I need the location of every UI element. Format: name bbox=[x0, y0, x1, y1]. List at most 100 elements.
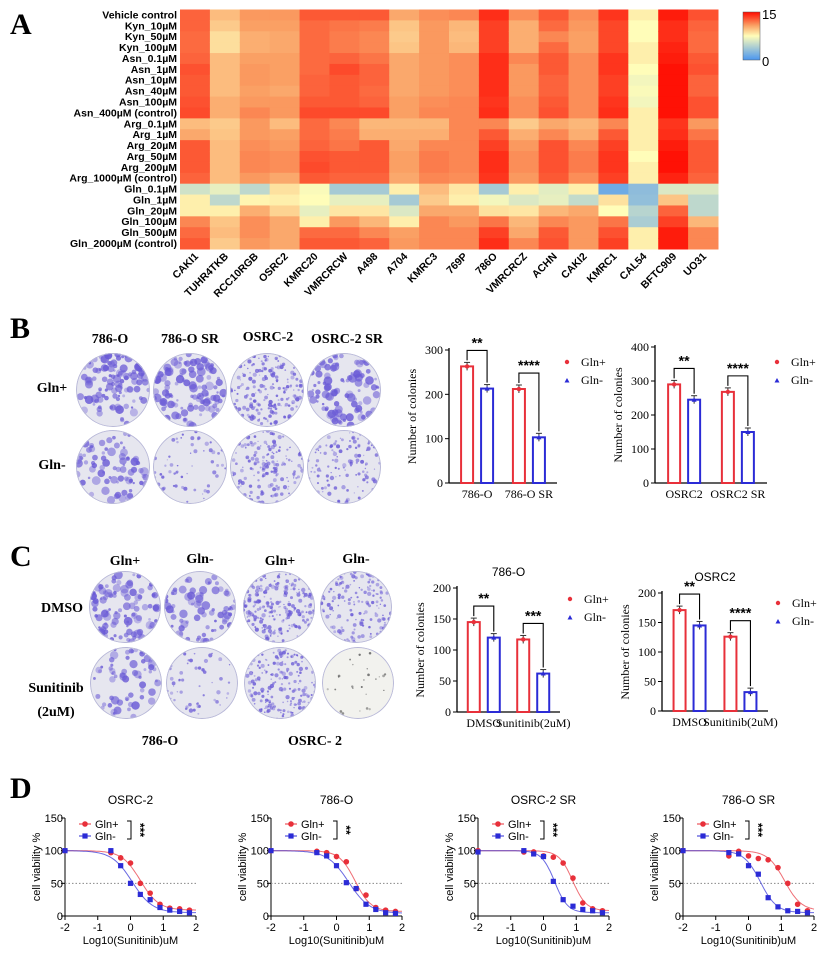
heatmap-cell bbox=[508, 216, 540, 228]
heatmap-cell bbox=[658, 74, 689, 87]
colony bbox=[278, 651, 283, 656]
colony bbox=[101, 393, 106, 398]
colony bbox=[276, 661, 280, 666]
data-point bbox=[373, 906, 379, 913]
colony bbox=[267, 703, 272, 708]
heatmap-cell bbox=[389, 107, 420, 119]
plate-rim bbox=[320, 571, 392, 643]
colony bbox=[178, 361, 181, 365]
colony bbox=[297, 388, 300, 392]
heatmap-row-label: Gln_20µM bbox=[127, 205, 177, 217]
colony bbox=[299, 466, 303, 470]
heatmap-cell bbox=[449, 216, 480, 228]
colony bbox=[293, 578, 297, 583]
colony bbox=[291, 402, 294, 405]
colony bbox=[258, 374, 261, 376]
colony bbox=[184, 578, 189, 583]
colony bbox=[358, 587, 361, 589]
colony bbox=[183, 379, 191, 387]
data-point bbox=[471, 619, 476, 625]
y-tick-label: 150 bbox=[458, 813, 476, 825]
colony bbox=[279, 576, 281, 579]
heatmap-cell bbox=[329, 227, 360, 239]
colony bbox=[302, 619, 305, 622]
colony bbox=[278, 573, 281, 576]
colony bbox=[261, 465, 267, 470]
colony bbox=[263, 628, 266, 631]
colony bbox=[320, 486, 324, 490]
colony bbox=[353, 397, 357, 401]
heatmap-cell bbox=[329, 216, 360, 228]
y-tick-label: 50 bbox=[464, 878, 476, 890]
plate-rim bbox=[153, 430, 227, 504]
colony bbox=[358, 611, 362, 615]
colony bbox=[283, 605, 287, 610]
colony bbox=[303, 685, 308, 690]
colony bbox=[333, 630, 337, 634]
heatmap-cell bbox=[598, 161, 629, 174]
heatmap-cell bbox=[359, 183, 390, 196]
heatmap-cell bbox=[389, 194, 420, 206]
data-point bbox=[521, 848, 527, 854]
y-tick-label: 100 bbox=[251, 846, 269, 858]
colony bbox=[97, 405, 102, 410]
heatmap-cell bbox=[538, 63, 570, 76]
x-tick-label: 1 bbox=[366, 922, 372, 934]
colony bbox=[298, 698, 302, 703]
heatmap-row-label: Arg_1µM bbox=[132, 129, 177, 141]
colony bbox=[242, 466, 244, 468]
colony bbox=[257, 691, 261, 696]
plate-rim bbox=[166, 647, 238, 719]
colony bbox=[246, 616, 249, 618]
colony bbox=[333, 450, 335, 453]
colony bbox=[107, 365, 115, 373]
heatmap-cell bbox=[389, 31, 420, 43]
colony bbox=[296, 591, 298, 594]
colony bbox=[286, 710, 290, 714]
bar bbox=[667, 383, 682, 484]
colony bbox=[265, 358, 269, 362]
colony bbox=[257, 440, 259, 443]
colony bbox=[138, 587, 145, 594]
heatmap-cell bbox=[508, 161, 540, 174]
panel-label-d: D bbox=[10, 772, 32, 805]
plate-rim bbox=[307, 353, 381, 427]
colony bbox=[219, 388, 227, 398]
colony bbox=[290, 588, 292, 590]
colony bbox=[368, 604, 372, 608]
colony bbox=[355, 405, 363, 413]
significance-bracket bbox=[473, 605, 495, 632]
colony bbox=[280, 683, 284, 686]
heatmap-cell bbox=[568, 74, 599, 87]
y-tick-label: 50 bbox=[51, 878, 63, 890]
colony bbox=[331, 459, 334, 462]
data-point bbox=[560, 897, 566, 903]
colony bbox=[324, 383, 332, 391]
colony bbox=[184, 707, 188, 710]
colony bbox=[112, 393, 118, 399]
colony bbox=[376, 593, 379, 596]
x-tick-label: OSRC2 SR bbox=[710, 487, 765, 501]
heatmap-cell bbox=[508, 129, 540, 141]
colony-plate-image bbox=[244, 647, 316, 719]
colony bbox=[203, 658, 209, 664]
heatmap-cell bbox=[329, 172, 360, 185]
heatmap-cell bbox=[478, 140, 510, 152]
heatmap-cell bbox=[359, 172, 390, 185]
colony bbox=[276, 366, 278, 369]
colony bbox=[211, 450, 216, 455]
heatmap-cell bbox=[419, 205, 450, 217]
y-tick-label: 150 bbox=[45, 813, 63, 825]
colony bbox=[269, 422, 273, 425]
significance-stars: *** bbox=[751, 823, 765, 837]
colony bbox=[196, 702, 199, 705]
colony bbox=[148, 658, 153, 663]
y-tick-label: 0 bbox=[650, 704, 656, 718]
heatmap-cell bbox=[299, 216, 330, 228]
heatmap-cell bbox=[419, 172, 450, 185]
heatmap-cell bbox=[688, 172, 719, 185]
colony bbox=[266, 604, 270, 608]
data-point bbox=[363, 892, 369, 898]
data-point bbox=[392, 910, 399, 916]
